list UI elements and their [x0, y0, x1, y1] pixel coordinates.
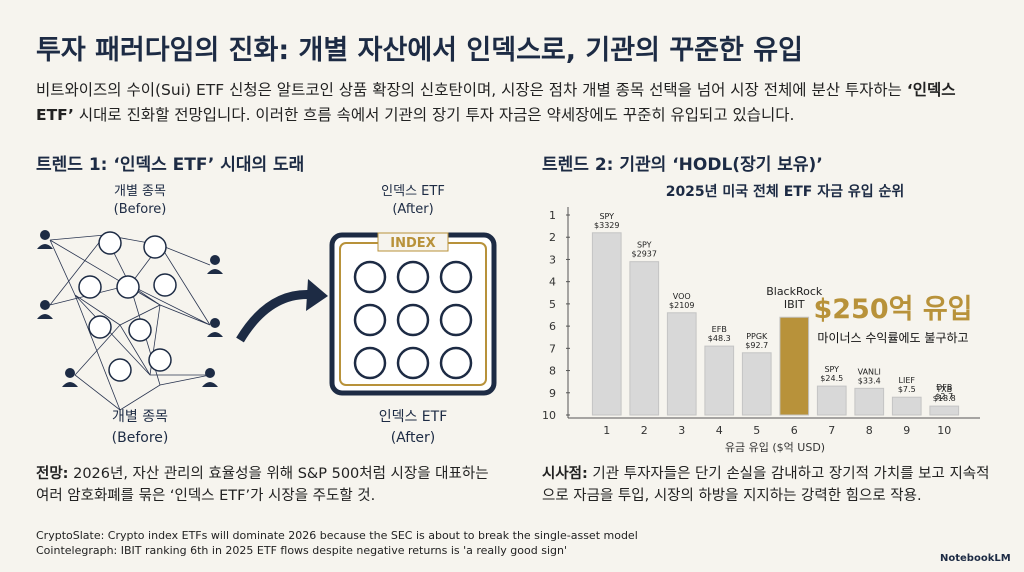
heading: 트렌드 1: ‘인덱스 ETF’ 시대의 도래	[36, 155, 305, 175]
y-tick-label: 2	[549, 231, 556, 244]
bar-label: LIEF	[899, 376, 916, 385]
bar	[704, 345, 735, 416]
x-axis-label: 유금 유입 ($억 USD)	[725, 441, 825, 454]
bar-label: BlackRock	[766, 285, 823, 298]
x-tick-label: 4	[716, 424, 723, 437]
bar-label: VANLI	[858, 367, 881, 376]
y-tick-label: 7	[549, 342, 556, 355]
label: 인덱스 ETF	[379, 409, 448, 425]
bar-label: $7.5	[898, 385, 916, 394]
bar-label: IBIT	[784, 298, 805, 311]
bar	[891, 396, 922, 416]
x-tick-label: 8	[866, 424, 873, 437]
y-tick-label: 3	[549, 253, 556, 266]
bar-label: EFB	[712, 325, 727, 334]
label: (Before)	[112, 430, 169, 446]
bar-label: SPY	[599, 212, 614, 221]
y-tick-label: 6	[549, 320, 556, 333]
y-tick-label: 8	[549, 365, 556, 378]
brand: NotebookLM	[940, 553, 1011, 564]
bar-label: PPGK	[746, 332, 768, 341]
bar-label: $2.7	[935, 392, 953, 401]
intro: 비트와이즈의 수이(Sui) ETF 신청은 알트코인 상품 확장의 신호탄이며…	[36, 78, 996, 128]
bar	[591, 232, 622, 416]
bar-label: $3329	[594, 221, 619, 230]
note: 전망: 2026년, 자산 관리의 효율성을 위해 S&P 500처럼 시장을 …	[36, 463, 506, 507]
bar-label: $18.8	[933, 394, 956, 403]
bar-label: $48.3	[708, 334, 731, 343]
index-label: INDEX	[390, 236, 435, 251]
people	[37, 230, 223, 387]
bar-label: SPY	[824, 365, 839, 374]
y-tick-label: 9	[549, 387, 556, 400]
bar-label: $24.5	[820, 374, 843, 383]
x-tick-label: 7	[828, 424, 835, 437]
bar-label: TXB	[935, 385, 952, 394]
bar-label: $2937	[632, 250, 657, 259]
x-tick-label: 5	[753, 424, 760, 437]
note-text: 기관 투자자들은 단기 손실을 감내하고 장기적 가치를 보고 지속적으로 자금…	[542, 466, 990, 504]
bar-label: $33.4	[858, 376, 881, 385]
y-tick-label: 10	[542, 409, 556, 422]
bar	[779, 316, 810, 416]
bar	[854, 387, 885, 416]
label: 개별 종목	[112, 409, 168, 425]
bar	[741, 352, 772, 416]
heading: 트렌드 2: 기관의 ‘HODL(장기 보유)’	[542, 155, 823, 175]
bar	[666, 312, 697, 416]
note-lead: 전망:	[36, 466, 69, 482]
label: 인덱스 ETF	[381, 184, 445, 199]
note-text: 2026년, 자산 관리의 효율성을 위해 S&P 500처럼 시장을 대표하는…	[36, 466, 489, 504]
label: (After)	[392, 202, 433, 217]
x-tick-label: 10	[937, 424, 951, 437]
bar-label: $2109	[669, 301, 694, 310]
callout-sub: 마이너스 수익률에도 불구하고	[817, 331, 968, 345]
note-lead: 시사점:	[542, 466, 588, 482]
bar-label: VOO	[673, 292, 691, 301]
source: CryptoSlate: Crypto index ETFs will domi…	[36, 529, 638, 542]
x-tick-label: 9	[903, 424, 910, 437]
y-tick-label: 1	[549, 209, 556, 222]
index-banner	[377, 232, 449, 252]
x-tick-label: 3	[678, 424, 685, 437]
bar	[629, 261, 660, 416]
index-coins	[353, 260, 473, 380]
title: 투자 패러다임의 진화: 개별 자산에서 인덱스로, 기관의 꾸준한 유입	[36, 35, 803, 66]
y-tick-label: 4	[549, 276, 556, 289]
note: 시사점: 기관 투자자들은 단기 손실을 감내하고 장기적 가치를 보고 지속적…	[542, 463, 992, 507]
source: Cointelegraph: IBIT ranking 6th in 2025 …	[36, 544, 567, 557]
bar	[929, 405, 960, 416]
x-tick-label: 1	[603, 424, 610, 437]
intro-text: 비트와이즈의 수이(Sui) ETF 신청은 알트코인 상품 확장의 신호탄이며…	[36, 81, 907, 99]
callout: $250억 유입	[813, 294, 972, 325]
bar-label: $92.7	[745, 341, 768, 350]
intro-bold: ‘인덱스 ETF’	[36, 81, 956, 124]
x-tick-label: 6	[791, 424, 798, 437]
bar-label: DFB	[936, 383, 952, 392]
diagram: INDEX 개별 종목 (Before) 인덱스 ETF (After) 개별 …	[37, 184, 497, 446]
y-tick-label: 5	[549, 298, 556, 311]
label: (Before)	[114, 202, 167, 217]
label: (After)	[391, 430, 436, 446]
bar	[816, 385, 847, 416]
bar-label: SPY	[637, 241, 652, 250]
label: 개별 종목	[114, 184, 166, 199]
intro-text: 시대로 진화할 전망입니다. 이러한 흐름 속에서 기관의 장기 투자 자금은 …	[73, 106, 795, 124]
arrow	[236, 290, 316, 343]
coins	[78, 231, 177, 382]
x-tick-label: 2	[641, 424, 648, 437]
arrow-head	[306, 279, 328, 311]
chart-title: 2025년 미국 전체 ETF 자금 유입 순위	[666, 183, 905, 200]
